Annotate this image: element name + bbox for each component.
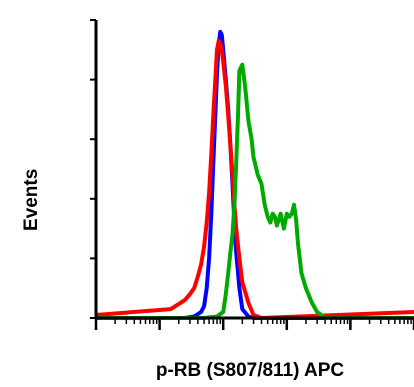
series-layer [95, 29, 414, 320]
x-axis-label: p-RB (S807/811) APC [155, 360, 345, 381]
axes-layer [90, 19, 414, 330]
series-line-3 [96, 62, 414, 320]
series-line-1 [96, 29, 414, 320]
series-line-2 [95, 38, 414, 320]
y-axis-label: Events [21, 168, 42, 232]
